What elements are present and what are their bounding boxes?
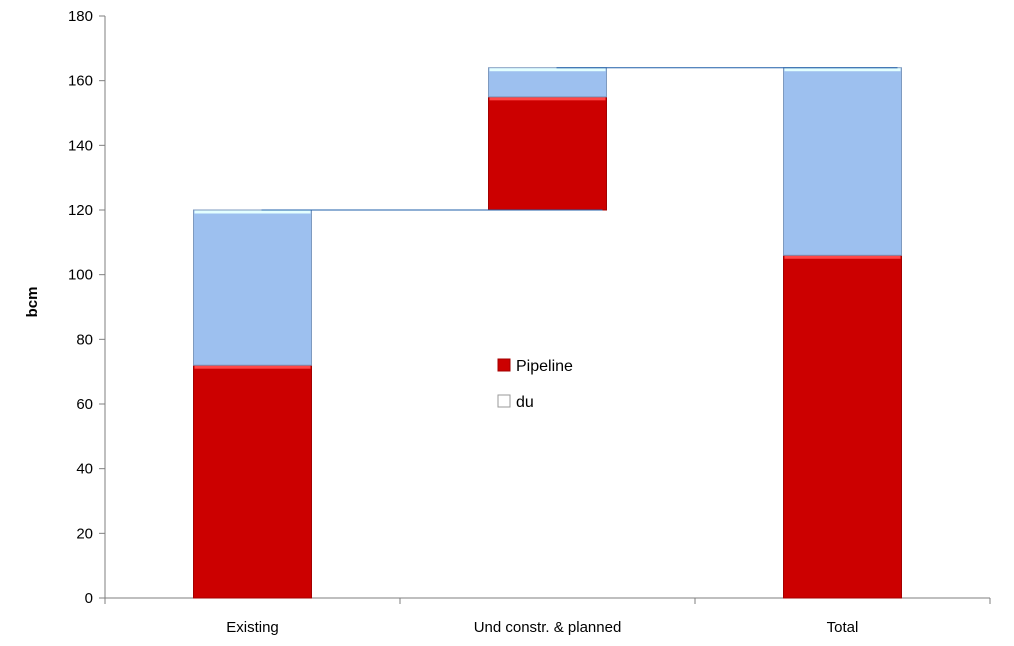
y-axis-label: bcm (24, 287, 41, 318)
x-axis: Existing Und constr. & planned Total (104, 597, 991, 636)
bar-segment-series-2 (193, 209, 312, 366)
bar-segment-highlight (194, 365, 311, 369)
bar-segment-pipeline (193, 364, 312, 599)
x-tick-label: Existing (226, 619, 279, 636)
y-tick-label: 160 (68, 73, 93, 90)
y-tick-label: 180 (68, 8, 93, 25)
y-tick-label: 0 (85, 590, 93, 607)
bar-segment-highlight (489, 97, 606, 101)
connector-lines (261, 67, 898, 211)
y-tick-label: 40 (76, 461, 93, 478)
legend-swatch (497, 358, 511, 372)
bar-stacks (193, 67, 902, 599)
x-tick-label: Total (827, 619, 859, 636)
bar-segment-pipeline (488, 96, 607, 211)
legend-label: du (516, 394, 534, 411)
legend: Pipeline du (497, 358, 573, 411)
y-tick-label: 100 (68, 267, 93, 284)
bar-segment-highlight (194, 210, 311, 214)
bar-segment-series-2 (783, 67, 902, 256)
y-axis: 0 20 40 60 80 100 120 140 160 180 (68, 8, 106, 607)
bar-segment-highlight (784, 255, 901, 259)
bar-segment-highlight (784, 68, 901, 72)
y-tick-label: 120 (68, 202, 93, 219)
y-tick-label: 60 (76, 396, 93, 413)
legend-label: Pipeline (516, 358, 573, 375)
y-tick-label: 80 (76, 331, 93, 348)
y-tick-label: 20 (76, 525, 93, 542)
bar-segment-highlight (489, 68, 606, 72)
x-tick-label: Und constr. & planned (474, 619, 622, 636)
legend-swatch (497, 394, 511, 408)
bar-segment-pipeline (783, 254, 902, 599)
bar-segment-series-2 (488, 67, 607, 98)
y-tick-label: 140 (68, 137, 93, 154)
